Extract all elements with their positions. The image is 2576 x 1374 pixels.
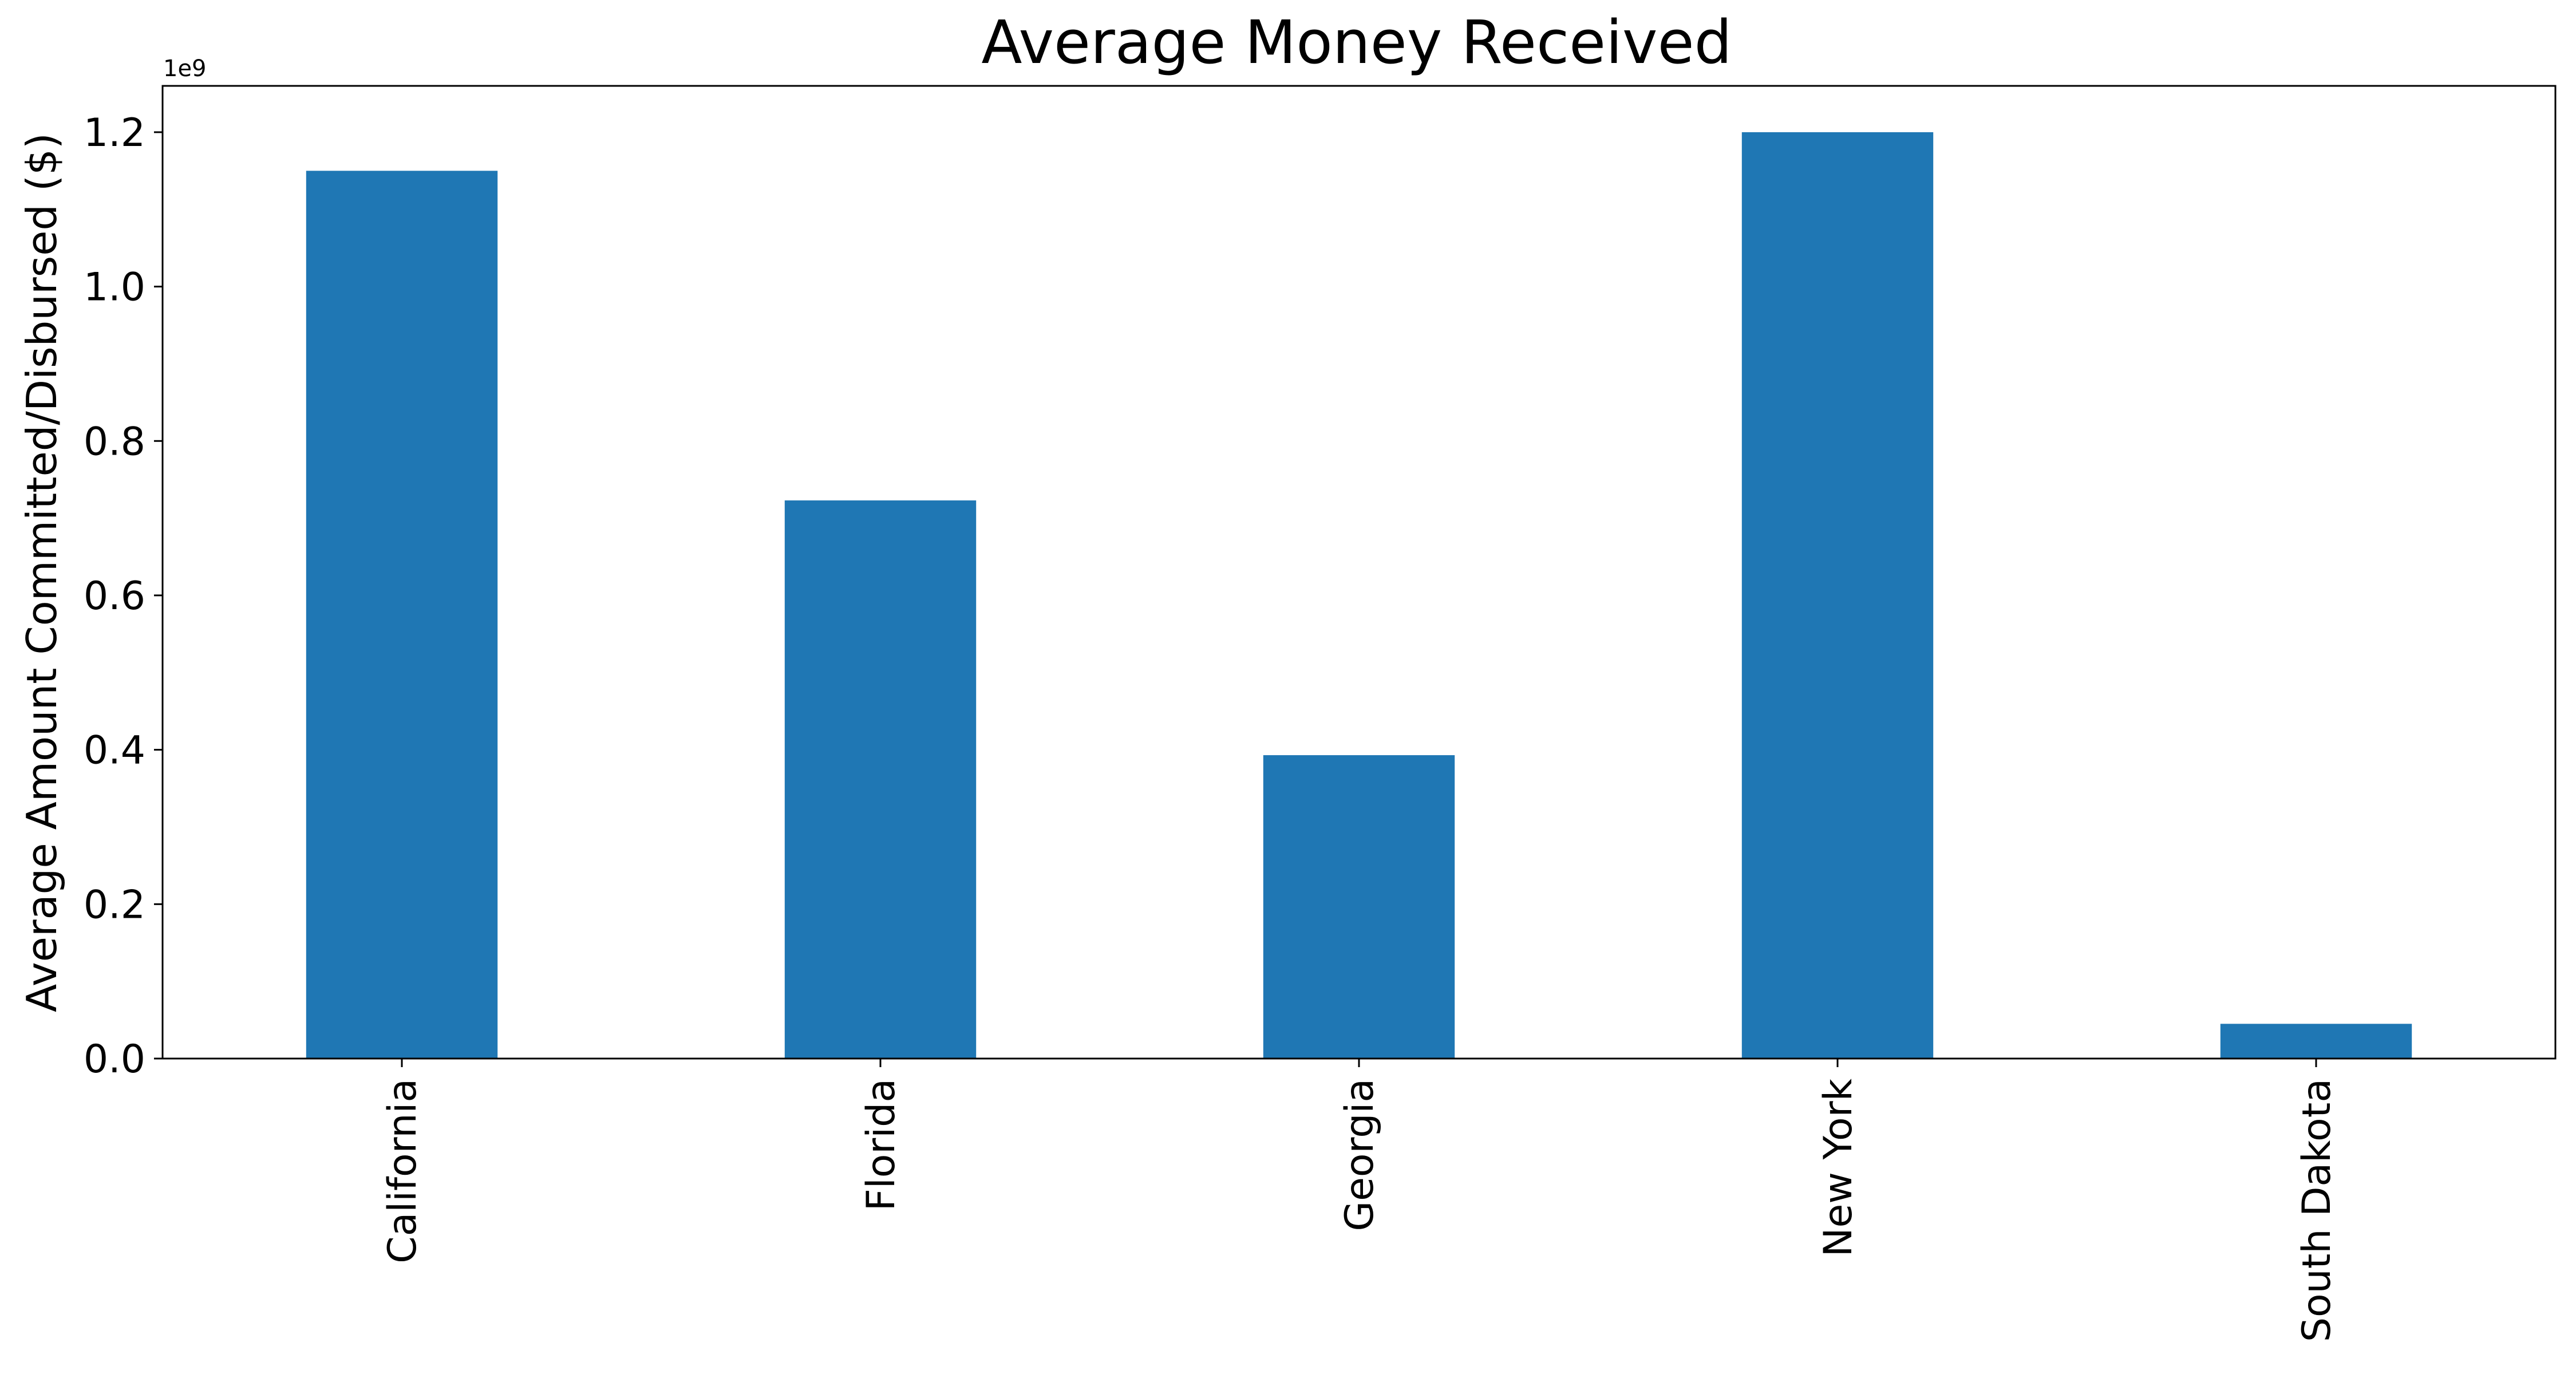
- y-axis-label: Average Amount Committed/Disbursed ($): [18, 133, 66, 1012]
- y-tick-label: 1.0: [84, 265, 145, 310]
- y-tick-label: 0.4: [84, 728, 145, 773]
- y-tick-label: 1.2: [84, 110, 145, 156]
- y-tick-label: 0.0: [84, 1037, 145, 1082]
- x-tick-label: South Dakota: [2294, 1079, 2340, 1342]
- x-tick-label: Georgia: [1337, 1079, 1382, 1231]
- bar-florida: [784, 500, 977, 1059]
- x-tick-label: New York: [1816, 1078, 1861, 1257]
- chart-title: Average Money Received: [981, 7, 1732, 77]
- x-tick-label: Florida: [859, 1079, 904, 1211]
- plot-frame: [161, 85, 2557, 1060]
- bar-georgia: [1263, 755, 1455, 1059]
- bars-group: [306, 132, 2412, 1059]
- y-tick-label: 0.2: [84, 882, 145, 927]
- y-tick-label: 0.8: [84, 419, 145, 464]
- bar-south-dakota: [2220, 1024, 2412, 1059]
- x-tick-label: California: [380, 1079, 425, 1264]
- y-axis-offset-label: 1e9: [163, 56, 207, 82]
- x-ticks-group: California Florida Georgia New York South Da…: [380, 1059, 2340, 1342]
- bar-california: [306, 171, 498, 1059]
- y-tick-label: 0.6: [84, 574, 145, 619]
- bar-new-york: [1741, 132, 1934, 1059]
- y-ticks-group: 0.0 0.2 0.4 0.6 0.8 1.0 1.2: [84, 110, 163, 1082]
